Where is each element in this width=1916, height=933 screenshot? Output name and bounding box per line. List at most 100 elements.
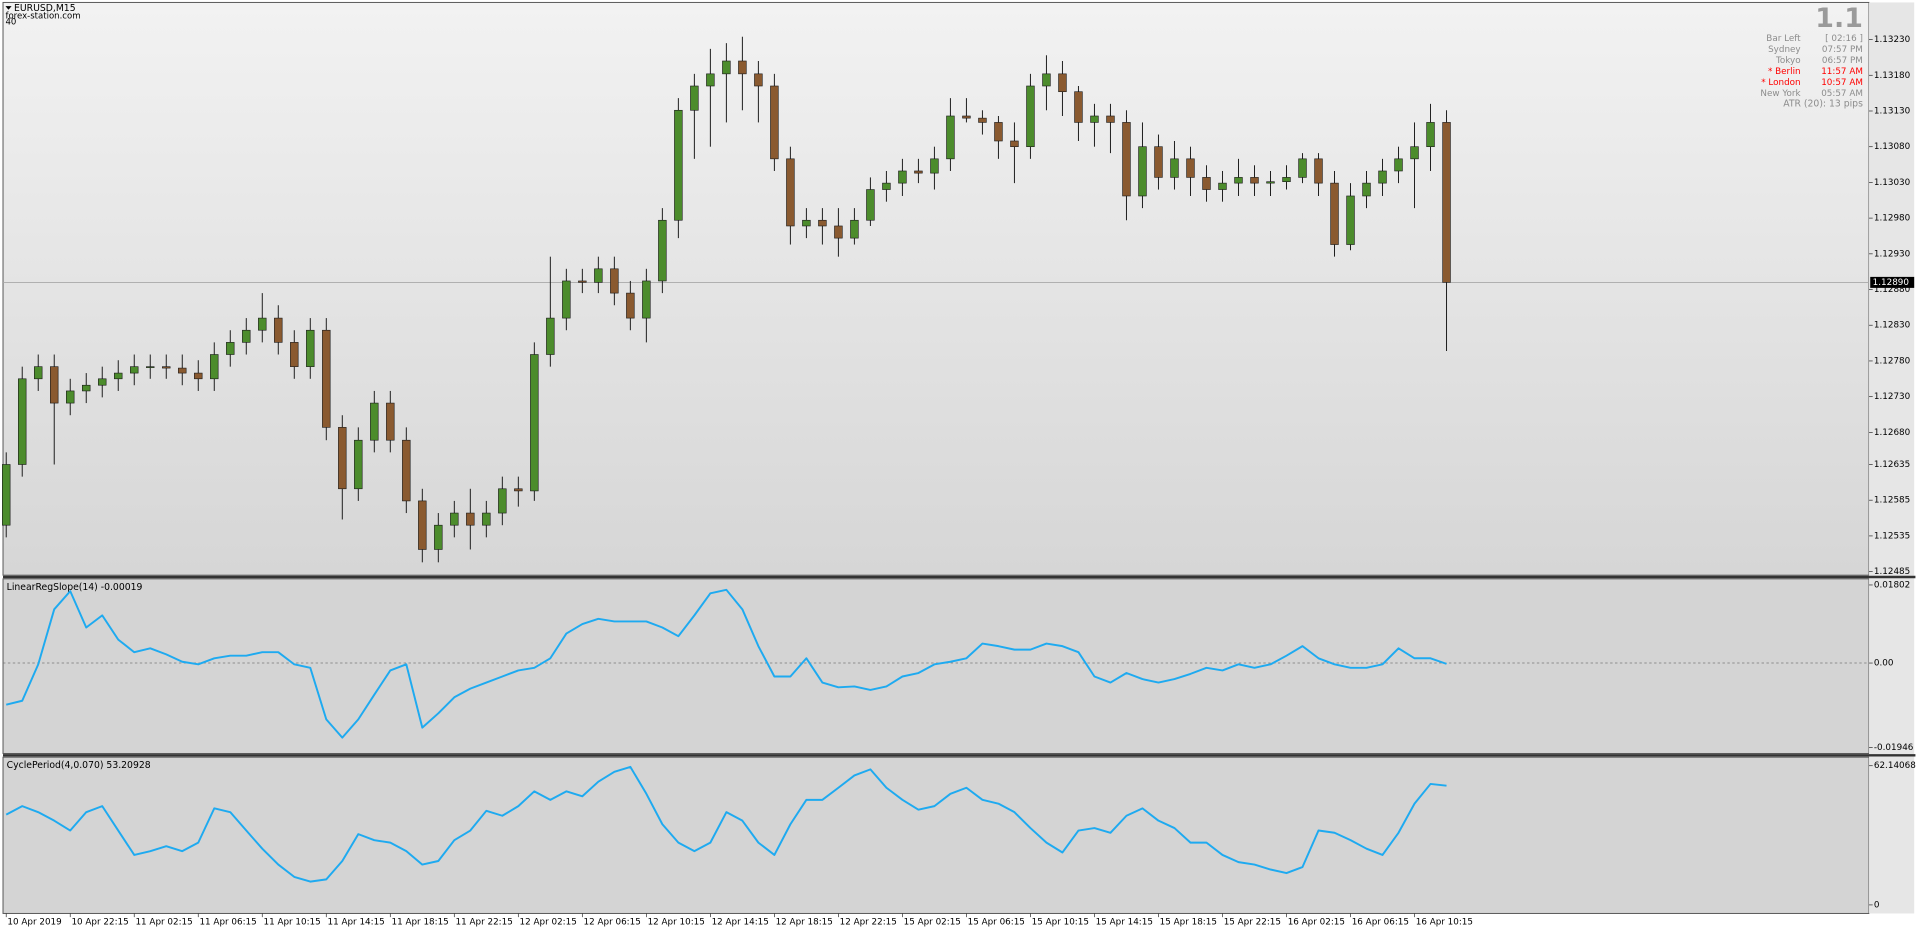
x-tick-label: 16 Apr 06:15 [1352,918,1409,928]
candle-body [178,367,187,374]
candle-body [1202,177,1211,190]
chart-annotation: forex-station.com [5,11,80,21]
main-panel [2,1,1870,576]
candle-body [786,158,795,227]
candle-body [754,73,763,87]
candle-body [690,85,699,111]
indicator-line [5,765,1447,883]
x-tick-label: 15 Apr 10:15 [1032,918,1089,928]
x-tick-label: 11 Apr 22:15 [456,918,513,928]
info-row-label: Bar Left [1766,34,1801,44]
x-tick-label: 15 Apr 02:15 [904,918,961,928]
price-axis-bg [1869,2,1915,914]
x-tick-label: 11 Apr 18:15 [392,918,449,928]
candle-body [1138,146,1147,197]
candle-body [1330,182,1339,245]
info-row-label: New York [1760,89,1801,99]
info-row-value: 10:57 AM [1821,78,1863,88]
x-tick-label: 12 Apr 06:15 [584,918,641,928]
cycle-panel [2,756,1870,914]
y-tick-label: 0 [1874,900,1880,910]
candle-body [1234,177,1243,184]
candle-body [1026,85,1035,148]
candle-body [930,158,939,174]
candle-body [626,292,635,319]
candle-body [1298,158,1307,178]
y-tick-label: 0.00 [1874,659,1894,669]
candle-body [962,115,971,119]
candle-body [338,427,347,490]
candle-body [850,219,859,239]
candle-body [770,85,779,160]
y-tick-label: 1.12535 [1874,531,1910,541]
candle-body [1378,170,1387,184]
candle-body [882,182,891,190]
candle-body [162,366,171,369]
x-tick-label: 11 Apr 06:15 [199,918,256,928]
info-row-value: 11:57 AM [1821,67,1863,77]
candle-body [946,115,955,160]
x-tick-label: 12 Apr 14:15 [712,918,769,928]
candle-body [18,378,27,465]
x-tick-label: 16 Apr 10:15 [1416,918,1473,928]
x-tick-label: 11 Apr 14:15 [328,918,385,928]
x-tick-label: 11 Apr 10:15 [263,918,320,928]
candle-body [386,402,395,441]
candle-body [866,189,875,221]
candle-body [1426,122,1435,148]
info-row-value: 06:57 PM [1822,56,1863,66]
y-tick-label: 62.14068 [1874,761,1916,771]
candle-body [354,439,363,490]
x-tick-label: 15 Apr 18:15 [1160,918,1217,928]
candle-body [34,366,43,380]
candle-body [610,268,619,294]
candle-body [1074,91,1083,123]
candle-body [1410,146,1419,160]
candle-body [130,366,139,374]
candle-body [450,512,459,526]
symbol-menu-arrow[interactable] [5,6,12,10]
candle-body [402,439,411,502]
info-panel: 1.1 ATR (20): 13 pips Bar Left [ 02:16 ] S… [1760,3,1863,109]
candle-body [658,219,667,282]
candle-body [1058,73,1067,93]
atr-label: ATR (20): 13 pips [1783,98,1863,109]
candle-body [306,329,315,367]
info-row-value: [ 02:16 ] [1825,34,1863,44]
y-tick-label: 1.12880 [1874,285,1910,295]
candle-body [898,170,907,184]
current-price-label: 1.12890 [1873,278,1909,288]
candle-body [1442,122,1451,283]
candle-body [1394,158,1403,172]
candle-body [818,219,827,227]
y-tick-label: 0.01802 [1874,580,1910,590]
indicator-line [5,588,1447,739]
info-row-label: Sydney [1768,45,1801,55]
candle-body [114,372,123,380]
candle-body [802,219,811,227]
candle-body [1314,158,1323,184]
y-tick-label: 1.12830 [1874,321,1910,331]
x-tick-label: 10 Apr 2019 [7,918,61,928]
candle-body [834,225,843,239]
candle-body [1250,177,1259,184]
x-tick-label: 12 Apr 22:15 [840,918,897,928]
candle-body [1346,195,1355,245]
info-row-value: 07:57 PM [1822,45,1863,55]
candle-body [1218,182,1227,190]
candle-body [530,354,539,492]
candle-body [1170,158,1179,178]
candle-body [466,512,475,526]
x-tick-label: 12 Apr 10:15 [648,918,705,928]
candle-body [98,378,107,386]
candle-body [1266,181,1275,184]
candle-body [82,384,91,392]
candle-body [674,109,683,221]
y-tick-label: 1.12980 [1874,214,1910,224]
y-tick-label: 1.13030 [1874,178,1910,188]
x-tick-label: 15 Apr 14:15 [1096,918,1153,928]
y-tick-label: 1.12730 [1874,392,1910,402]
candle-body [498,488,507,514]
